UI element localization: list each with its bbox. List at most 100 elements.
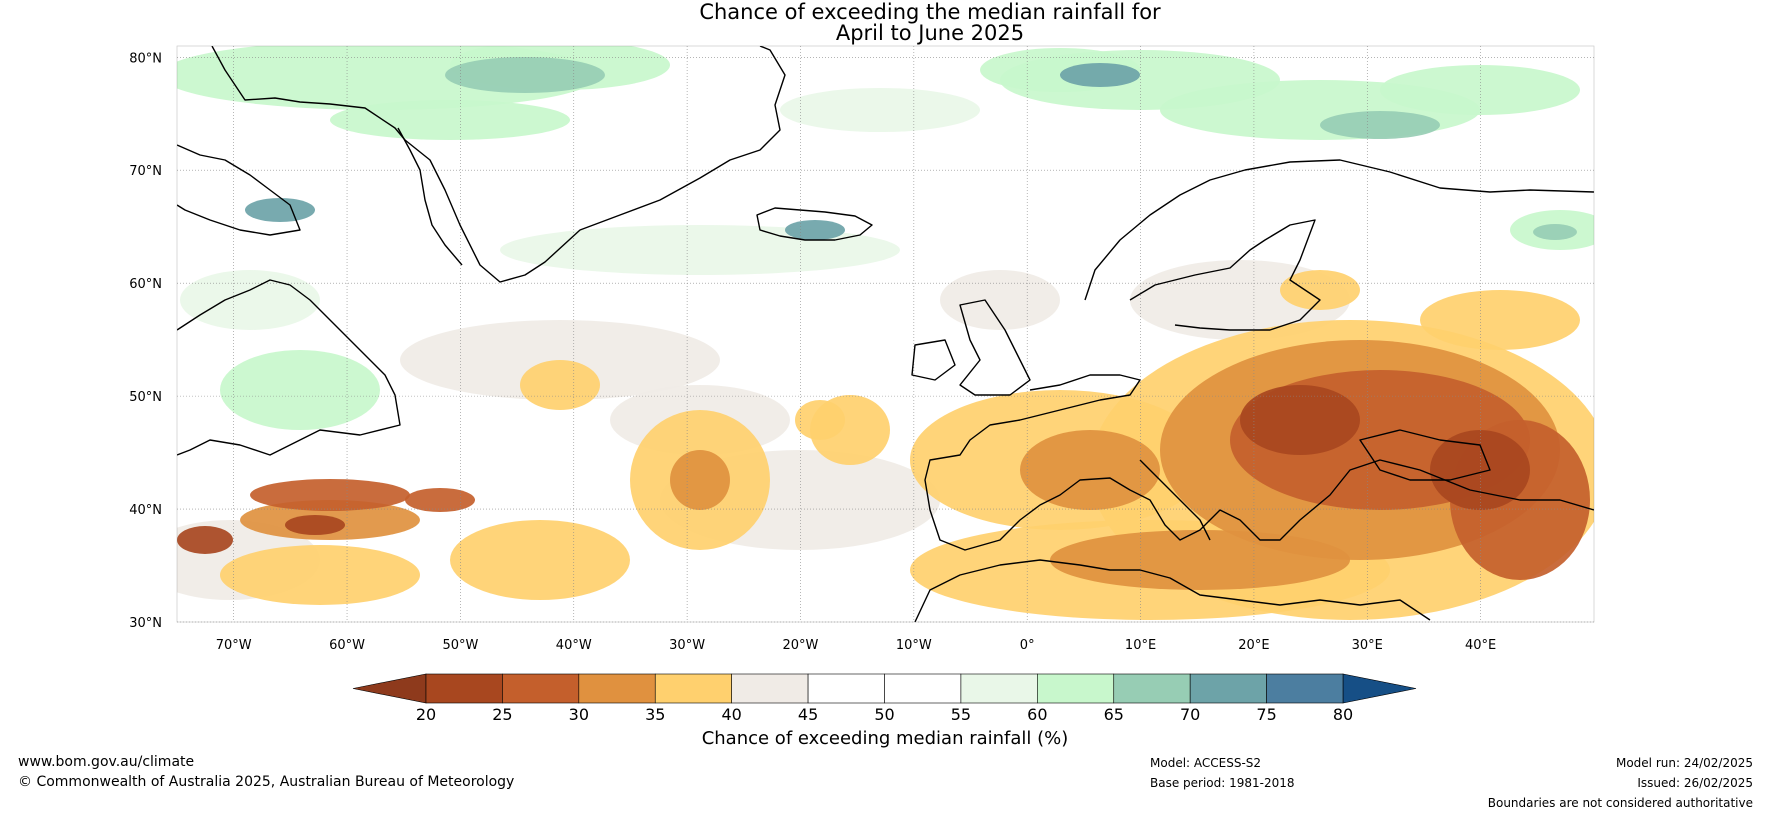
- colorbar-tick-label: 65: [1104, 705, 1124, 724]
- lat-tick-label: 80°N: [129, 51, 162, 66]
- probability-region: [1280, 270, 1360, 310]
- probability-region: [220, 545, 420, 605]
- colorbar-tick-label: 50: [874, 705, 894, 724]
- coastlines: [177, 46, 1594, 622]
- axis-labels: 80°N 70°N 60°N 50°N 40°N 30°N 70°W 60°W 50°W 40°W…: [129, 51, 1496, 653]
- disclaimer-text: Boundaries are not considered authoritat…: [1487, 796, 1753, 810]
- lat-tick-label: 70°N: [129, 164, 162, 179]
- probability-region: [520, 360, 600, 410]
- lon-tick-label: 70°W: [216, 638, 252, 653]
- lon-tick-label: 10°E: [1125, 638, 1156, 653]
- probability-region: [177, 526, 233, 554]
- colorbar-tick-label: 45: [798, 705, 818, 724]
- colorbar-segment: [807, 673, 885, 704]
- probability-region: [1430, 430, 1530, 510]
- probability-region: [1420, 290, 1580, 350]
- lat-tick-label: 60°N: [129, 277, 162, 292]
- coastline-iceland: [756, 207, 873, 241]
- probability-region: [450, 520, 630, 600]
- graticule: [177, 46, 1594, 623]
- lon-tick-label: 0°: [1020, 638, 1035, 653]
- coastline-ireland: [911, 339, 956, 381]
- colorbar-segment: [1266, 673, 1344, 704]
- probability-region: [795, 400, 845, 440]
- colorbar-segment: [960, 673, 1038, 704]
- probability-region: [245, 198, 315, 222]
- lat-tick-label: 30°N: [129, 616, 162, 631]
- colorbar-tick-label: 25: [492, 705, 512, 724]
- colorbar-segment: [731, 673, 809, 704]
- colorbar-tick-label: 70: [1180, 705, 1200, 724]
- lon-tick-label: 20°W: [783, 638, 819, 653]
- probability-region: [1380, 65, 1580, 115]
- coastline-baltic: [1129, 219, 1321, 331]
- lon-tick-label: 30°W: [669, 638, 705, 653]
- map-title-line2: April to June 2025: [835, 21, 1025, 45]
- map-frame: [176, 45, 1595, 623]
- probability-region: [940, 270, 1060, 330]
- lon-tick-label: 10°W: [896, 638, 932, 653]
- lon-tick-label: 60°W: [329, 638, 365, 653]
- probability-shading: [177, 46, 1594, 620]
- probability-region: [1060, 63, 1140, 87]
- map-title-line1: Chance of exceeding the median rainfall …: [699, 0, 1161, 24]
- coastline-labrador: [177, 279, 401, 456]
- colorbar-segment: [1113, 673, 1191, 704]
- coastline-great-britain: [959, 299, 1031, 396]
- website-text: www.bom.gov.au/climate: [18, 754, 195, 770]
- coastline-norway: [1084, 159, 1594, 301]
- coastline-greenland-west: [397, 127, 463, 266]
- colorbar-tick-label: 55: [951, 705, 971, 724]
- probability-region: [785, 220, 845, 240]
- colorbar-tick-label: 30: [569, 705, 589, 724]
- probability-region: [285, 515, 345, 535]
- colorbar-under-arrow: [352, 673, 427, 704]
- base-period-text: Base period: 1981-2018: [1150, 776, 1295, 790]
- coastline-italy: [1139, 459, 1211, 541]
- colorbar-tick-label: 60: [1027, 705, 1047, 724]
- colorbar-segment: [654, 673, 732, 704]
- lon-tick-label: 40°W: [556, 638, 592, 653]
- colorbar-label: Chance of exceeding median rainfall (%): [701, 728, 1069, 749]
- probability-region: [1533, 224, 1577, 240]
- lon-tick-label: 40°E: [1465, 638, 1496, 653]
- colorbar-segment: [578, 673, 656, 704]
- probability-region: [330, 100, 570, 140]
- lon-tick-label: 30°E: [1352, 638, 1383, 653]
- coastline-black-sea: [1359, 429, 1491, 481]
- coastline-baffin: [177, 144, 301, 236]
- probability-region: [405, 488, 475, 512]
- probability-region: [445, 57, 605, 93]
- lon-tick-label: 20°E: [1238, 638, 1269, 653]
- lon-tick-label: 50°W: [442, 638, 478, 653]
- issued-text: Issued: 26/02/2025: [1637, 776, 1753, 790]
- colorbar-segment: [502, 673, 580, 704]
- colorbar-segment: [425, 673, 503, 704]
- probability-region: [220, 350, 380, 430]
- model-run-text: Model run: 24/02/2025: [1615, 756, 1753, 770]
- colorbar-tick-label: 20: [416, 705, 436, 724]
- colorbar-over-arrow: [1342, 673, 1417, 704]
- colorbar-tick-label: 35: [645, 705, 665, 724]
- probability-region: [670, 450, 730, 510]
- probability-region: [250, 479, 410, 511]
- probability-region: [1240, 385, 1360, 455]
- copyright-text: © Commonwealth of Australia 2025, Austra…: [18, 774, 515, 790]
- probability-region: [180, 270, 320, 330]
- lat-tick-label: 40°N: [129, 503, 162, 518]
- model-text: Model: ACCESS-S2: [1150, 756, 1262, 770]
- coastline-greenland: [211, 46, 786, 283]
- probability-region: [1320, 111, 1440, 139]
- colorbar-segment: [1189, 673, 1267, 704]
- coastline-europe: [924, 374, 1594, 551]
- probability-region: [780, 88, 980, 132]
- colorbar-tick-label: 40: [721, 705, 741, 724]
- colorbar-segment: [884, 673, 962, 704]
- colorbar-tick-label: 80: [1333, 705, 1353, 724]
- colorbar: 20 25 30 35 40 45 50 55 60 65 70 75 80: [352, 673, 1417, 724]
- colorbar-tick-label: 75: [1256, 705, 1276, 724]
- lat-tick-label: 50°N: [129, 390, 162, 405]
- probability-region: [1020, 430, 1160, 510]
- colorbar-segment: [1037, 673, 1115, 704]
